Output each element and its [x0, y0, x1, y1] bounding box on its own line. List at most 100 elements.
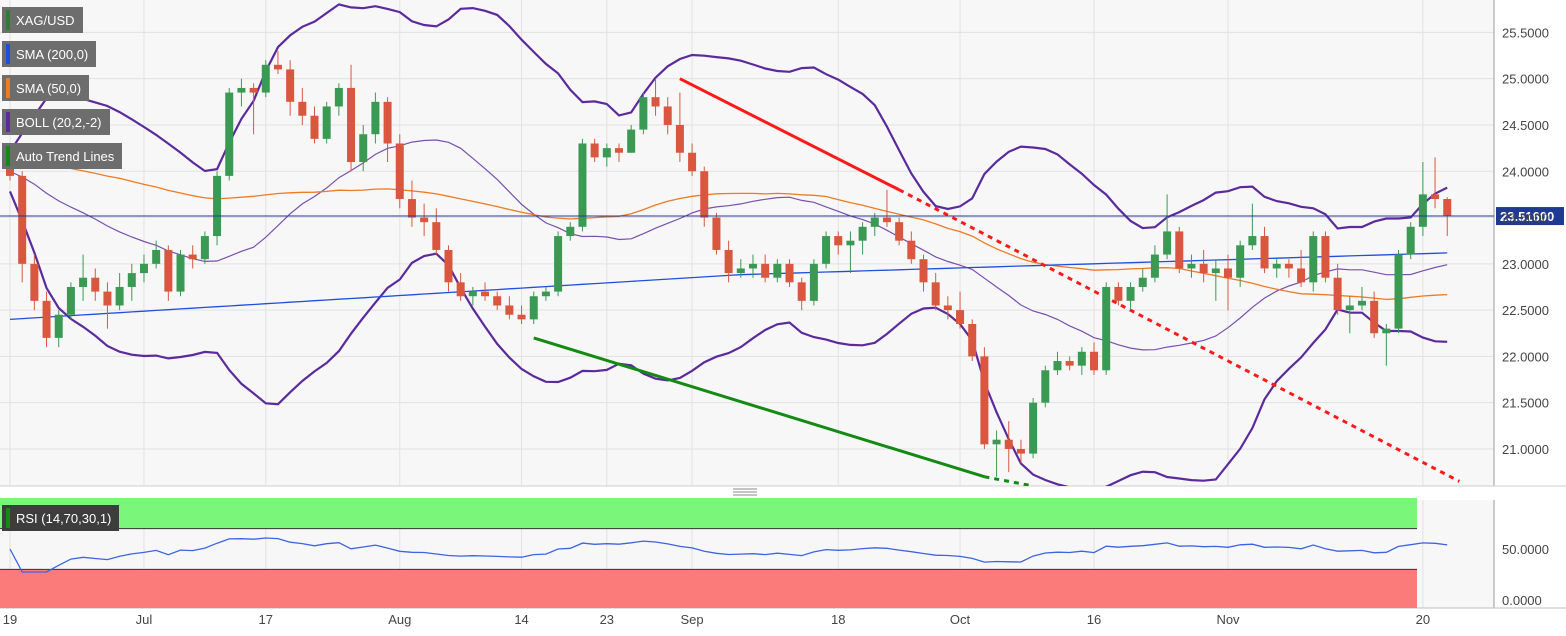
legend-item-4[interactable]: Auto Trend Lines: [2, 143, 123, 169]
candle-body: [1029, 402, 1038, 454]
candle-body: [91, 277, 100, 292]
candle-body: [395, 143, 404, 200]
y-tick-label: 21.0000: [1502, 442, 1549, 457]
legend-item-3[interactable]: BOLL (20,2,-2): [2, 109, 110, 135]
candle-body: [1382, 328, 1391, 334]
x-tick-label: 19: [3, 612, 17, 627]
rsi-tick-label: 0.0000: [1502, 593, 1542, 608]
candle-body: [529, 296, 538, 320]
candle-body: [164, 249, 173, 292]
candle-body: [919, 259, 928, 283]
last-price-label: 23.51600: [1500, 209, 1554, 224]
y-tick-label: 22.5000: [1502, 303, 1549, 318]
candle-body: [1126, 286, 1135, 301]
y-tick-label: 21.5000: [1502, 396, 1549, 411]
candle-body: [42, 300, 51, 338]
candle-body: [371, 101, 380, 135]
x-tick-label: Nov: [1216, 612, 1240, 627]
candle-body: [310, 115, 319, 139]
rsi-tick-label: 50.0000: [1502, 542, 1549, 557]
candle-body: [541, 291, 550, 297]
candle-body: [444, 249, 453, 283]
candle-body: [505, 305, 514, 315]
legend-label: SMA (200,0): [16, 46, 89, 62]
candle-body: [785, 263, 794, 283]
x-tick-label: 20: [1416, 612, 1430, 627]
candle-body: [688, 152, 697, 172]
x-tick-label: 23: [600, 612, 614, 627]
candle-body: [1211, 268, 1220, 274]
candle-body: [456, 282, 465, 297]
legend-item-2[interactable]: SMA (50,0): [2, 75, 90, 101]
candle-body: [1041, 370, 1050, 403]
candle-body: [1150, 254, 1159, 278]
candle-body: [602, 148, 611, 158]
candle-body: [237, 87, 246, 93]
candle-body: [103, 291, 112, 306]
candle-body: [1236, 245, 1245, 278]
candle-body: [176, 254, 185, 292]
x-tick-label: 18: [831, 612, 845, 627]
rsi-line: [9, 537, 1448, 573]
candle-body: [1090, 351, 1099, 371]
candle-body: [334, 87, 343, 107]
candle-body: [578, 143, 587, 227]
rsi-legend[interactable]: RSI (14,70,30,1): [2, 505, 120, 531]
candle-body: [724, 249, 733, 274]
legend-item-1[interactable]: SMA (200,0): [2, 41, 97, 67]
candle-body: [627, 129, 636, 153]
candle-body: [809, 263, 818, 301]
y-tick-label: 24.0000: [1502, 164, 1549, 179]
candle-body: [675, 124, 684, 153]
candle-body: [200, 236, 209, 260]
candle-body: [1321, 236, 1330, 278]
boll-lower-band: [8, 190, 1448, 486]
candle-body: [882, 217, 891, 223]
candle-body: [1016, 448, 1025, 454]
candle-body: [273, 64, 282, 70]
candle-body: [895, 222, 904, 241]
candle-body: [773, 263, 782, 278]
candle-body: [383, 101, 392, 144]
candle-body: [481, 291, 490, 297]
candle-body: [712, 217, 721, 250]
candle-body: [188, 254, 197, 260]
candle-body: [846, 240, 855, 246]
candle-body: [1297, 268, 1306, 283]
candle-body: [931, 282, 940, 306]
x-tick-label: Oct: [950, 612, 971, 627]
legend-item-0[interactable]: XAG/USD: [2, 7, 83, 33]
candle-body: [18, 175, 27, 264]
x-tick-label: Aug: [388, 612, 411, 627]
candle-body: [1284, 263, 1293, 269]
candle-body: [1163, 231, 1172, 255]
candle-body: [1199, 263, 1208, 274]
candle-body: [700, 171, 709, 218]
candle-body: [1418, 194, 1427, 227]
trend-line-low-extension: [984, 475, 1034, 486]
candle-body: [225, 92, 234, 176]
candle-body: [834, 236, 843, 246]
legend-swatch: [6, 78, 10, 98]
candle-body: [359, 134, 368, 162]
candle-body: [1004, 439, 1013, 449]
candle-body: [1406, 226, 1415, 255]
candle-body: [66, 286, 75, 315]
y-tick-label: 23.0000: [1502, 257, 1549, 272]
candle-body: [907, 240, 916, 260]
y-tick-label: 25.0000: [1502, 72, 1549, 87]
rsi-oversold-zone: [0, 569, 1417, 608]
candle-body: [249, 87, 258, 93]
trend-line-low: [533, 336, 985, 479]
candle-body: [54, 314, 63, 338]
candle-body: [943, 305, 952, 311]
candle-body: [639, 97, 648, 130]
candle-body: [968, 324, 977, 357]
candle-body: [152, 249, 161, 264]
candle-body: [432, 222, 441, 250]
candle-body: [1114, 286, 1123, 301]
candle-body: [1370, 300, 1379, 334]
x-tick-label: Sep: [681, 612, 704, 627]
candle-body: [517, 314, 526, 320]
